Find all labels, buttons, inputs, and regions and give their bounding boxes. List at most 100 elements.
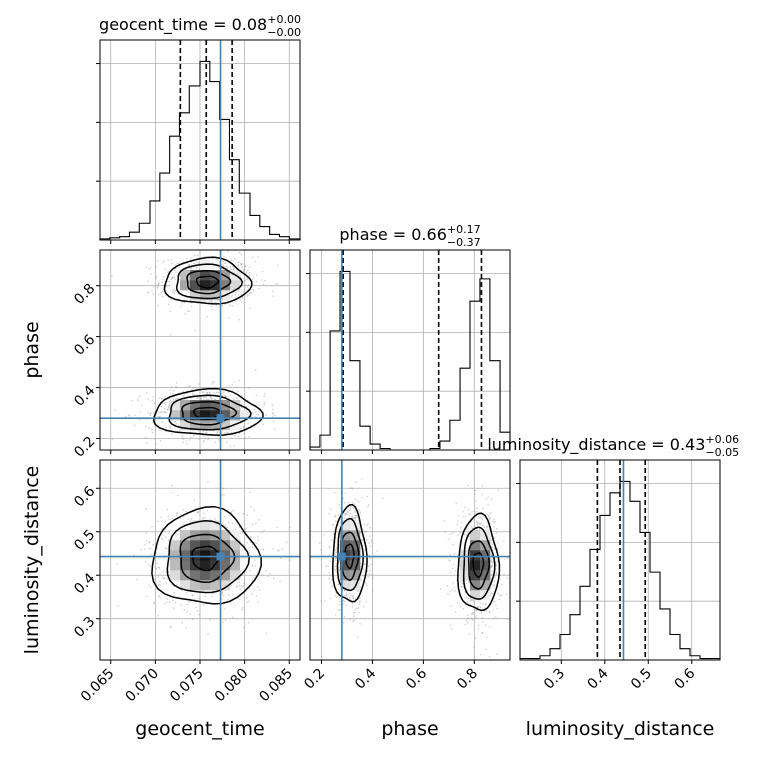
sample-point [349, 506, 352, 508]
sample-point [275, 283, 277, 286]
sample-point [249, 537, 252, 539]
sample-point [353, 503, 356, 505]
sample-point [181, 303, 183, 305]
sample-point [328, 513, 331, 515]
sample-point [359, 513, 361, 515]
sample-point [162, 583, 165, 585]
sample-point [209, 392, 211, 394]
sample-point [452, 543, 454, 546]
sample-point [481, 631, 484, 634]
sample-point [471, 511, 473, 513]
density-cell [470, 590, 481, 601]
sample-point [479, 516, 482, 518]
density-cell [210, 540, 221, 551]
contour-line [457, 512, 501, 612]
sample-point [202, 391, 205, 393]
sample-point [241, 584, 243, 587]
sample-point [244, 437, 246, 440]
sample-point [159, 580, 161, 583]
sample-point [369, 557, 372, 560]
sample-point [201, 391, 203, 393]
sample-point [329, 546, 331, 549]
sample-point [222, 264, 225, 266]
sample-point [367, 576, 369, 578]
sample-point [227, 598, 229, 601]
sample-point [335, 562, 338, 565]
sample-point [250, 292, 252, 294]
sample-point [215, 391, 218, 394]
sample-point [221, 304, 223, 307]
sample-point [349, 512, 352, 514]
sample-point [222, 260, 224, 263]
x-tick-label-phase: 0.4 [352, 665, 379, 692]
sample-point [265, 569, 267, 572]
sample-point [143, 548, 146, 550]
title-sub: −0.05 [705, 446, 739, 459]
sample-point [223, 255, 225, 258]
sample-point [491, 592, 494, 595]
sample-point [491, 542, 493, 544]
density-cell [210, 570, 221, 581]
sample-point [344, 513, 346, 515]
sample-point [479, 523, 481, 525]
density-cell [170, 570, 181, 581]
sample-point [241, 532, 244, 534]
sample-point [155, 266, 157, 268]
sample-point [161, 278, 164, 281]
sample-point [496, 607, 499, 610]
sample-point [197, 254, 199, 256]
sample-point [177, 397, 179, 400]
sample-point [164, 268, 167, 271]
sample-point [221, 268, 223, 270]
sample-point [191, 388, 193, 391]
sample-point [181, 301, 184, 303]
density-cell [470, 530, 481, 541]
sample-point [358, 597, 361, 599]
sample-point [451, 589, 454, 591]
sample-point [236, 586, 238, 588]
sample-point [162, 576, 164, 579]
sample-point [491, 573, 493, 576]
sample-point [171, 386, 174, 388]
sample-point [355, 514, 358, 517]
x-tick-label-luminosity_distance: 0.4 [585, 665, 612, 692]
sample-point [493, 548, 496, 550]
sample-point [454, 590, 457, 592]
sample-point [366, 538, 368, 541]
sample-point [352, 615, 355, 617]
sample-point [475, 500, 478, 503]
sample-point [191, 593, 194, 596]
sample-point [232, 509, 235, 512]
sample-point [343, 590, 346, 592]
sample-point [249, 570, 251, 572]
density-cell [200, 540, 211, 551]
sample-point [376, 550, 379, 552]
sample-point [320, 599, 323, 602]
sample-point [481, 518, 484, 520]
density-cell [170, 540, 181, 551]
density-cell [470, 540, 481, 551]
sample-point [369, 526, 371, 529]
sample-point [471, 617, 473, 620]
sample-point [176, 580, 179, 583]
sample-point [468, 513, 471, 515]
sample-point [487, 525, 489, 527]
sample-point [328, 545, 331, 548]
sample-point [163, 577, 165, 580]
sample-point [255, 416, 257, 418]
sample-point [335, 557, 338, 559]
sample-point [355, 481, 357, 484]
sample-point [145, 539, 148, 542]
sample-point [221, 593, 223, 596]
sample-point [168, 405, 170, 407]
sample-point [465, 619, 468, 622]
sample-point [459, 531, 462, 534]
sample-point [227, 521, 230, 524]
sample-point [485, 526, 488, 529]
sample-point [248, 266, 251, 268]
sample-point [349, 506, 352, 508]
sample-point [202, 430, 205, 433]
sample-point [247, 283, 250, 286]
sample-point [337, 583, 340, 585]
density-cell [190, 580, 201, 591]
